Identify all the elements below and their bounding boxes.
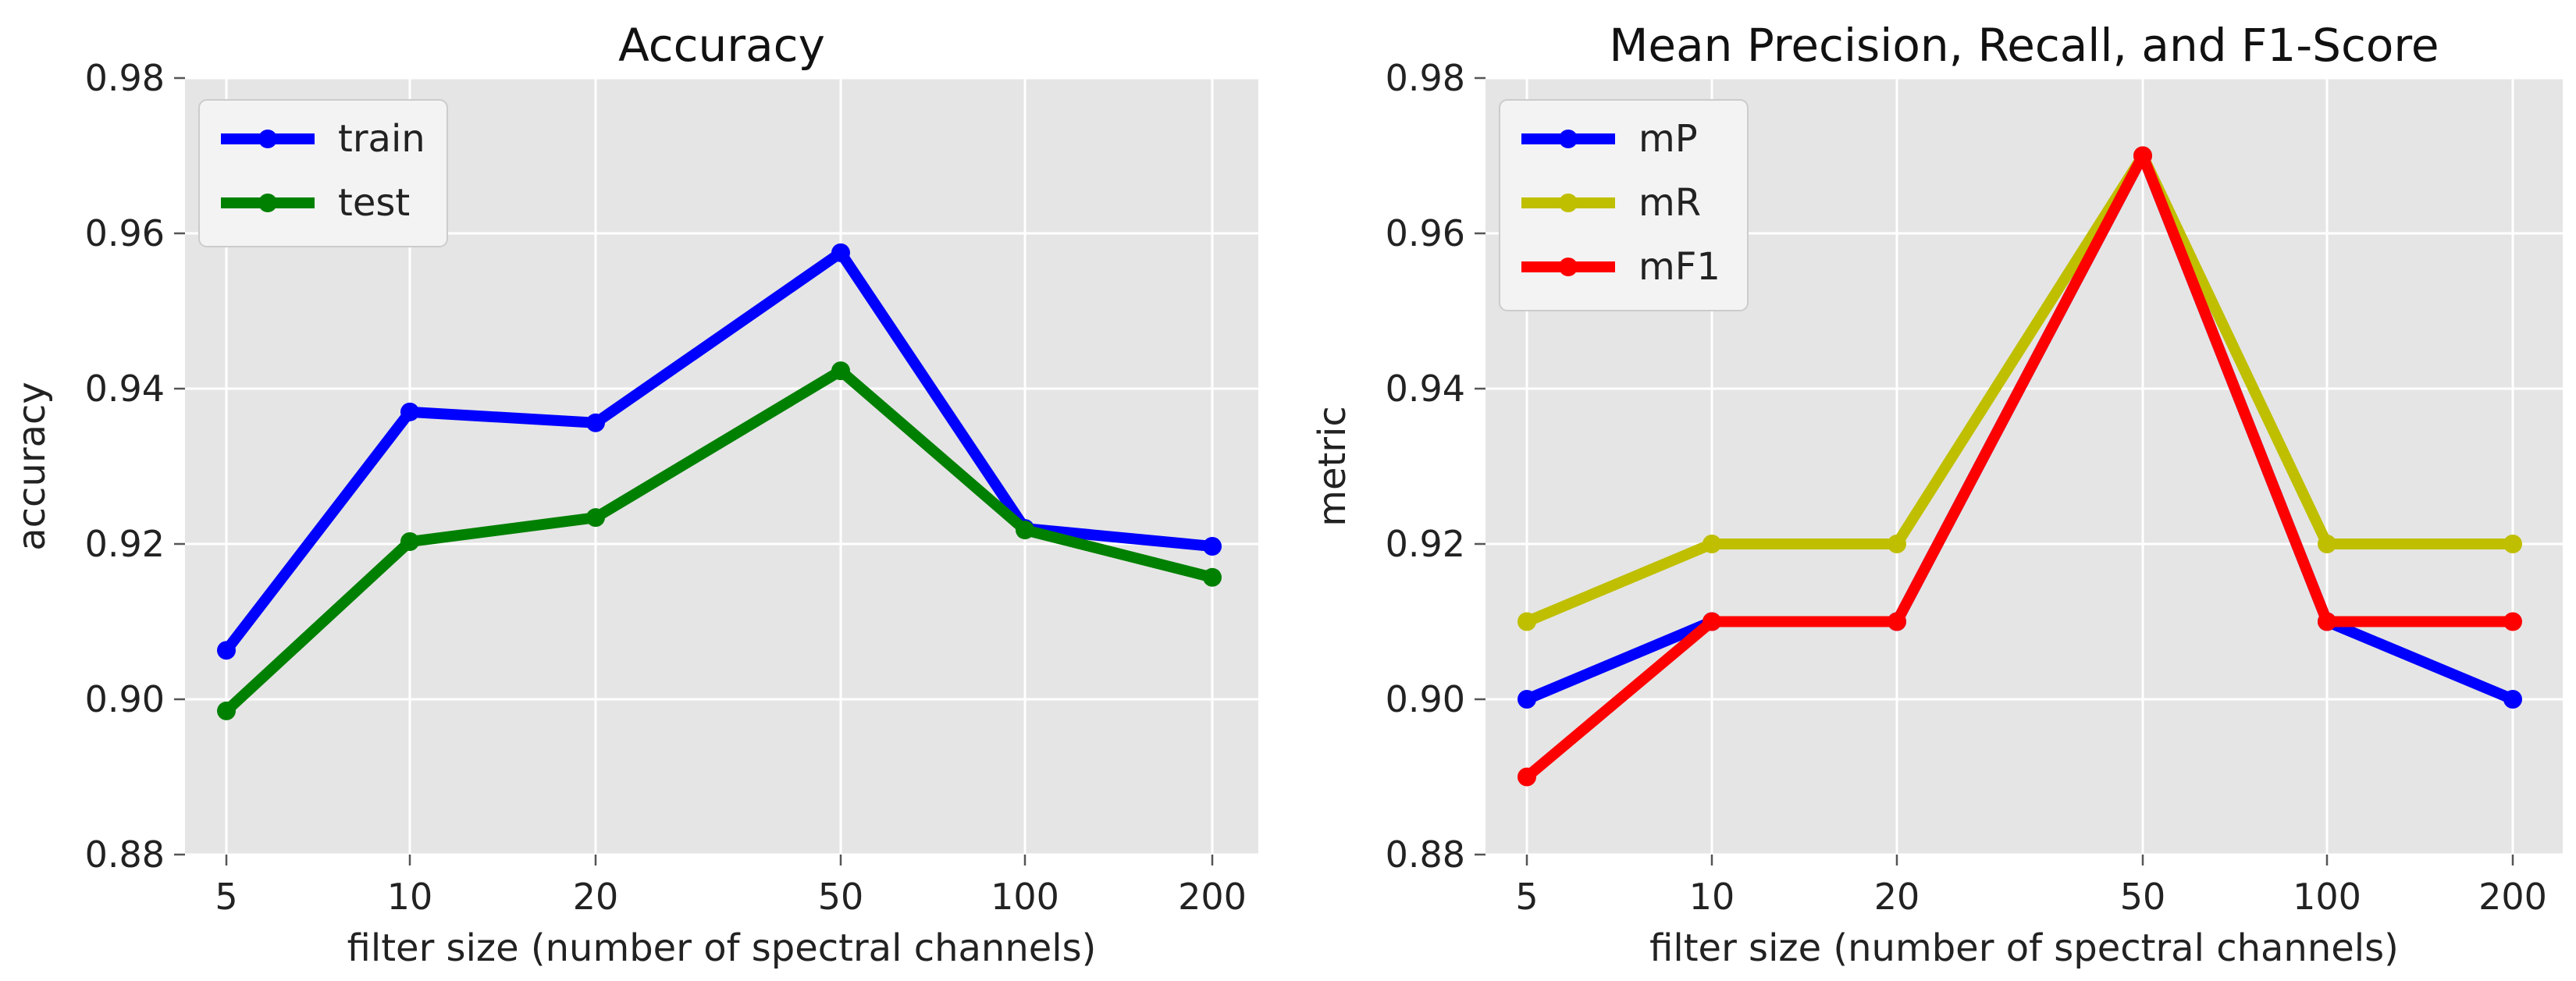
y-tick-label: 0.90 [1386,678,1465,720]
y-tick-label: 0.92 [1386,523,1465,565]
data-point-mF1 [1888,612,1906,631]
legend-marker-mR [1559,194,1578,212]
data-point-mR [1703,535,1721,553]
series-line-mF1 [1523,150,2513,781]
data-point-test [217,701,236,720]
y-tick-label: 0.88 [85,833,165,876]
legend-label-train: train [338,117,425,161]
data-point-mP [2503,690,2522,709]
x-tick-label: 10 [1689,876,1735,918]
data-point-train [217,641,236,660]
y-tick-label: 0.90 [85,678,165,720]
data-point-mP [1517,690,1536,709]
data-point-mF1 [1517,767,1536,787]
legend-box [1499,99,1749,311]
y-axis-label: accuracy [10,382,54,551]
data-point-mF1 [2133,146,2152,165]
x-tick-label: 20 [573,876,619,918]
data-point-mF1 [1703,612,1721,631]
legend-label-mF1: mF1 [1638,245,1720,289]
data-point-test [586,508,605,528]
x-axis-label: filter size (number of spectral channels… [347,926,1097,970]
y-tick-label: 0.96 [1386,212,1465,254]
y-axis-label: metric [1311,406,1354,527]
y-tick-label: 0.94 [85,368,165,410]
series-line-mR [1525,150,2513,627]
y-tick-label: 0.98 [1386,57,1465,99]
data-point-test [1203,567,1222,587]
data-point-test [831,361,850,381]
data-point-train [1203,536,1222,556]
series-line-train [222,247,1213,654]
legend-label-mR: mR [1638,181,1701,225]
legend-label-mP: mP [1638,117,1698,161]
x-tick-label: 200 [1178,876,1247,918]
legend-marker-mP [1559,130,1578,148]
data-point-mR [2503,535,2522,553]
data-point-mF1 [2318,612,2336,631]
data-point-mR [1888,535,1906,553]
y-tick-label: 0.88 [1386,833,1465,876]
x-tick-label: 100 [991,876,1059,918]
chart-title: Mean Precision, Recall, and F1-Score [1609,19,2439,72]
data-point-train [586,413,605,432]
chart-title: Accuracy [618,19,825,72]
data-point-test [400,532,419,552]
series-line-test [222,365,1214,716]
legend-marker-train [258,130,277,148]
x-tick-label: 50 [2120,876,2166,918]
chart-panel-1: 0.88 0.90 0.92 0.94 0.96 0.98 5 10 20 50 100 200 Acc… [10,19,1258,970]
data-point-mF1 [2503,612,2522,631]
data-point-train [400,402,419,421]
x-tick-label: 5 [1515,876,1538,918]
legend-marker-test [258,194,277,212]
y-tick-label: 0.98 [85,57,165,99]
x-tick-label: 200 [2478,876,2547,918]
x-tick-label: 5 [215,876,237,918]
legend-label-test: test [338,181,410,225]
x-axis-label: filter size (number of spectral channels… [1649,926,2399,970]
chart-panel-2: 0.88 0.90 0.92 0.94 0.96 0.98 5 10 20 50 100 200 Mea… [1311,19,2563,970]
x-tick-label: 20 [1874,876,1920,918]
data-point-train [831,243,850,262]
legend-marker-mF1 [1559,258,1578,276]
x-tick-label: 10 [387,876,433,918]
y-tick-label: 0.96 [85,212,165,254]
y-tick-label: 0.94 [1386,368,1465,410]
data-point-test [1016,521,1034,540]
data-point-mR [1517,612,1536,631]
x-tick-label: 100 [2293,876,2361,918]
data-point-mR [2318,535,2336,553]
x-tick-label: 50 [818,876,864,918]
y-tick-label: 0.92 [85,523,165,565]
